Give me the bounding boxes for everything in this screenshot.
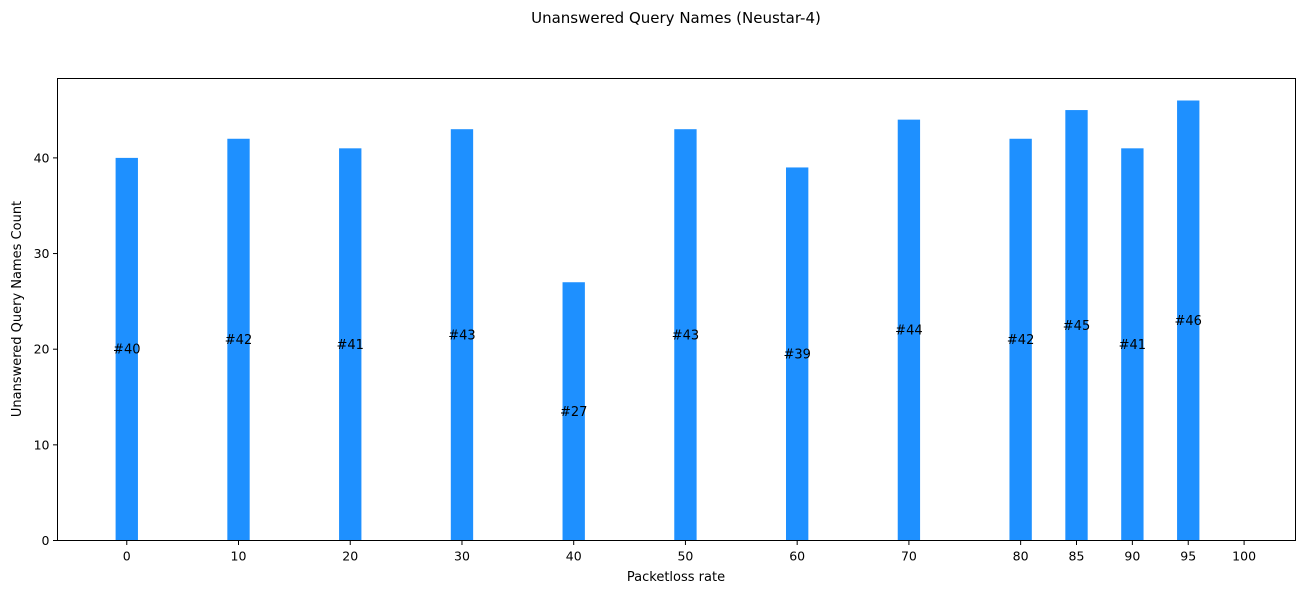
x-tick-label: 85 — [1069, 549, 1085, 564]
bar — [1065, 110, 1088, 541]
bar — [450, 129, 474, 541]
bar-value-label: #40 — [113, 343, 140, 358]
x-tick-label: 50 — [677, 549, 693, 564]
bar-value-label: #39 — [783, 347, 810, 362]
bar-value-label: #43 — [448, 328, 475, 343]
bar-value-label: #43 — [672, 328, 699, 343]
x-tick-label: 80 — [1013, 549, 1029, 564]
bars-layer — [115, 100, 1200, 541]
y-tick-label: 40 — [34, 150, 50, 165]
y-tick-label: 10 — [34, 437, 50, 452]
x-tick-label: 70 — [901, 549, 917, 564]
bar-value-label: #27 — [560, 405, 587, 420]
bar-value-label: #41 — [1119, 338, 1146, 353]
x-tick-label: 10 — [231, 549, 247, 564]
bar — [1121, 148, 1144, 541]
y-tick-label: 0 — [42, 533, 50, 548]
y-axis-ticks: 0 10 20 30 40 — [34, 150, 58, 548]
bar-value-label: #46 — [1175, 314, 1202, 329]
bar-value-label: #45 — [1063, 319, 1090, 334]
y-axis-label: Unanswered Query Names Count — [10, 201, 25, 417]
bar-value-label: #44 — [895, 324, 922, 339]
y-tick-label: 30 — [34, 246, 50, 261]
x-tick-label: 90 — [1124, 549, 1140, 564]
x-tick-label: 30 — [454, 549, 470, 564]
plot-area-frame — [57, 78, 1296, 541]
bar-value-label: #42 — [1007, 333, 1034, 348]
bar — [227, 138, 250, 541]
bar-value-label: #41 — [337, 338, 364, 353]
x-tick-label: 95 — [1180, 549, 1196, 564]
bar — [897, 119, 921, 541]
bar — [1009, 138, 1032, 541]
chart-title: Unanswered Query Names (Neustar-4) — [531, 9, 821, 27]
x-tick-label: 20 — [342, 549, 358, 564]
x-axis-ticks: 0 10 20 30 40 50 60 70 80 85 90 95 100 — [123, 540, 1256, 564]
bar — [562, 282, 585, 541]
bar — [339, 148, 362, 541]
bar — [674, 129, 697, 541]
x-tick-label: 60 — [789, 549, 805, 564]
bar-labels-layer: #40 #42 #41 #43 #27 #43 #39 #44 #42 #45 #41 #46 — [113, 314, 1202, 420]
x-tick-label: 100 — [1232, 549, 1256, 564]
bar — [1177, 100, 1200, 541]
x-tick-label: 40 — [566, 549, 582, 564]
y-tick-label: 20 — [34, 342, 50, 357]
bar-value-label: #42 — [225, 333, 252, 348]
x-axis-label: Packetloss rate — [627, 570, 725, 585]
bar — [115, 157, 138, 541]
x-tick-label: 0 — [123, 549, 131, 564]
bar — [785, 167, 809, 541]
